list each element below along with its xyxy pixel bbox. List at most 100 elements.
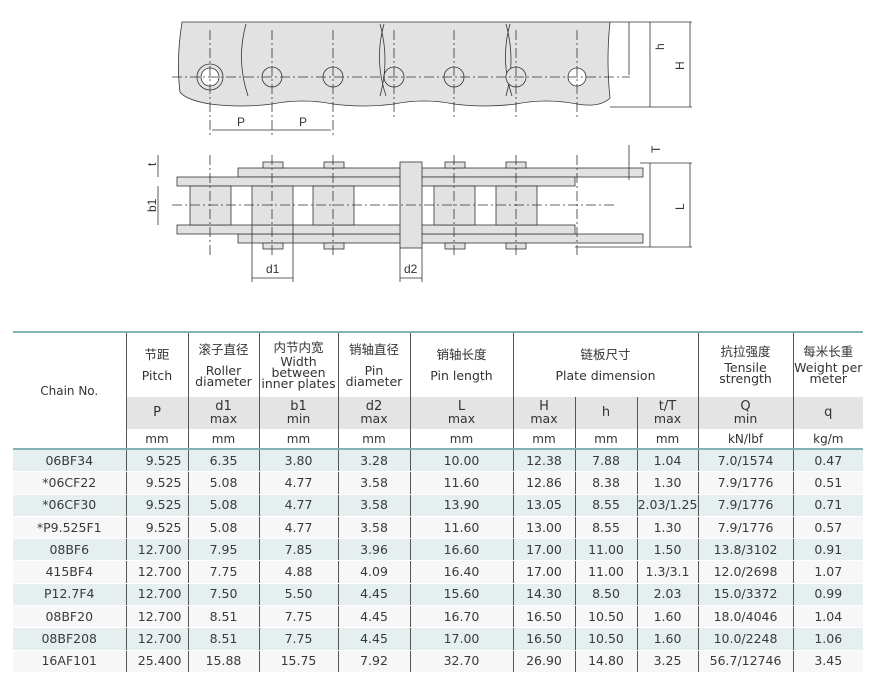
- table-row: 08BF208 12.700 8.51 7.75 4.45 17.00 16.50 10.50…: [13, 627, 864, 651]
- cell-plate-h: 11.00: [574, 538, 637, 562]
- cell-roller-diameter: 8.51: [187, 605, 259, 629]
- header-cn: 每米长重: [803, 344, 854, 359]
- cell-roller-diameter: 5.08: [187, 471, 259, 495]
- cell-plate-H: 12.86: [512, 471, 575, 495]
- cell-plate-tT: 2.03: [636, 583, 699, 607]
- plate-edge: [241, 23, 513, 97]
- cell-plate-h: 10.50: [574, 605, 637, 629]
- cell-plate-H: 17.00: [512, 538, 575, 562]
- cell-pitch: 9.525: [125, 449, 188, 473]
- table-row: 06BF34 9.525 6.35 3.80 3.28 10.00 12.38 7.88 1.0…: [13, 449, 864, 473]
- label-d1: d1: [266, 262, 280, 276]
- cell-pin-length: 17.00: [409, 627, 513, 651]
- cell-plate-h: 8.55: [574, 516, 637, 540]
- header-cn: 链板尺寸: [580, 347, 631, 362]
- qualifier: max: [530, 411, 558, 426]
- cell-weight: 0.71: [792, 494, 864, 517]
- qualifier: max: [209, 411, 238, 426]
- roller: [189, 185, 232, 226]
- symbol-cell: P: [125, 397, 188, 429]
- cell-plate-H: 16.50: [512, 605, 575, 629]
- cell-pin-length: 16.70: [409, 605, 513, 629]
- cell-pin-length: 11.60: [409, 516, 513, 540]
- cell-plate-h: 10.50: [574, 627, 637, 651]
- cell-inner-width: 15.75: [258, 650, 338, 673]
- table-row: 08BF20 12.700 8.51 7.75 4.45 16.70 16.50 10.50 1…: [13, 605, 864, 629]
- cell-inner-width: 3.80: [258, 449, 338, 473]
- cell-pitch: 9.525: [125, 494, 188, 517]
- header-pin-diameter: 销轴直径 Pin diameter: [337, 331, 410, 397]
- header-cn: 抗拉强度: [720, 344, 771, 359]
- cell-pitch: 25.400: [125, 650, 188, 673]
- cell-weight: 0.91: [792, 538, 864, 562]
- unit-cell: mm: [258, 429, 338, 450]
- table-row: 08BF6 12.700 7.95 7.85 3.96 16.60 17.00 11.00 1.…: [13, 538, 864, 562]
- symbol-cell: q: [792, 397, 864, 429]
- label-b1: b1: [145, 198, 159, 212]
- unit-cell: mm: [574, 429, 637, 450]
- header-en: Tensile strength: [719, 360, 772, 386]
- label-T: T: [649, 145, 663, 153]
- cell-weight: 0.51: [792, 471, 864, 495]
- cell-chain-no: *06CF30: [13, 494, 126, 517]
- cell-plate-h: 8.50: [574, 583, 637, 607]
- unit-cell: kg/m: [792, 429, 864, 450]
- unit-cell: kN/lbf: [697, 429, 794, 450]
- cell-pin-length: 13.90: [409, 494, 513, 517]
- pin-head: [262, 242, 284, 250]
- top-view: [172, 21, 692, 135]
- cell-plate-h: 8.38: [574, 471, 637, 495]
- cell-pitch: 12.700: [125, 583, 188, 607]
- cell-plate-tT: 1.30: [636, 471, 699, 495]
- cell-inner-width: 4.77: [258, 471, 338, 495]
- symbol: q: [824, 405, 833, 420]
- cell-roller-diameter: 7.95: [187, 538, 259, 562]
- unit-cell: mm: [187, 429, 259, 450]
- cell-inner-width: 4.88: [258, 560, 338, 584]
- pin-head: [323, 161, 345, 169]
- roller: [433, 185, 476, 226]
- cell-pin-diameter: 3.28: [337, 449, 410, 473]
- cell-chain-no: 08BF208: [13, 627, 126, 651]
- pin-head: [444, 161, 466, 169]
- header-cn: 销轴直径: [348, 341, 399, 357]
- pin-head: [323, 242, 345, 250]
- cell-plate-h: 14.80: [574, 650, 637, 673]
- table-row: *P9.525F1 9.525 5.08 4.77 3.58 11.60 13.00 8.55…: [13, 516, 864, 540]
- cell-tensile-strength: 13.8/3102: [697, 538, 794, 562]
- header-chain-no: Chain No.: [13, 331, 126, 450]
- symbol: h: [601, 405, 611, 420]
- inner-plate: [176, 176, 576, 187]
- cell-pin-length: 32.70: [409, 650, 513, 673]
- unit-cell: mm: [636, 429, 699, 450]
- cell-chain-no: 415BF4: [13, 560, 126, 584]
- cell-plate-tT: 1.04: [636, 449, 699, 473]
- cell-inner-width: 5.50: [258, 583, 338, 607]
- header-weight: 每米长重 Weight per meter: [792, 331, 864, 397]
- symbol: b1: [290, 399, 307, 414]
- cell-pin-length: 10.00: [409, 449, 513, 473]
- cell-pin-length: 11.60: [409, 471, 513, 495]
- table-row: P12.7F4 12.700 7.50 5.50 4.45 15.60 14.30 8.50 2…: [13, 583, 864, 607]
- header-tensile-strength: 抗拉强度 Tensile strength: [697, 331, 794, 397]
- cell-pitch: 9.525: [125, 471, 188, 495]
- table-row: *06CF22 9.525 5.08 4.77 3.58 11.60 12.86 8.38 1.…: [13, 471, 864, 495]
- cell-pitch: 12.700: [125, 627, 188, 651]
- label-L: L: [673, 203, 687, 210]
- header-pin-length: 销轴长度 Pin length: [409, 331, 513, 397]
- cell-roller-diameter: 5.08: [187, 516, 259, 540]
- label-H: H: [673, 61, 687, 70]
- cell-tensile-strength: 7.9/1776: [697, 471, 794, 495]
- unit-cell: mm: [125, 429, 188, 450]
- cell-plate-tT: 1.60: [636, 605, 699, 629]
- table-row: 16AF101 25.400 15.88 15.75 7.92 32.70 26.90 14.…: [13, 650, 864, 673]
- cell-pin-diameter: 3.96: [337, 538, 410, 562]
- cell-pin-length: 16.60: [409, 538, 513, 562]
- roller: [251, 185, 294, 226]
- chain-spec-table: Chain No. 节距 Pitch 滚子直径 Roller diameter 内节…: [13, 331, 864, 673]
- cell-chain-no: 08BF6: [13, 538, 126, 562]
- symbol-cell: d2 max: [337, 397, 410, 429]
- cell-inner-width: 4.77: [258, 516, 338, 540]
